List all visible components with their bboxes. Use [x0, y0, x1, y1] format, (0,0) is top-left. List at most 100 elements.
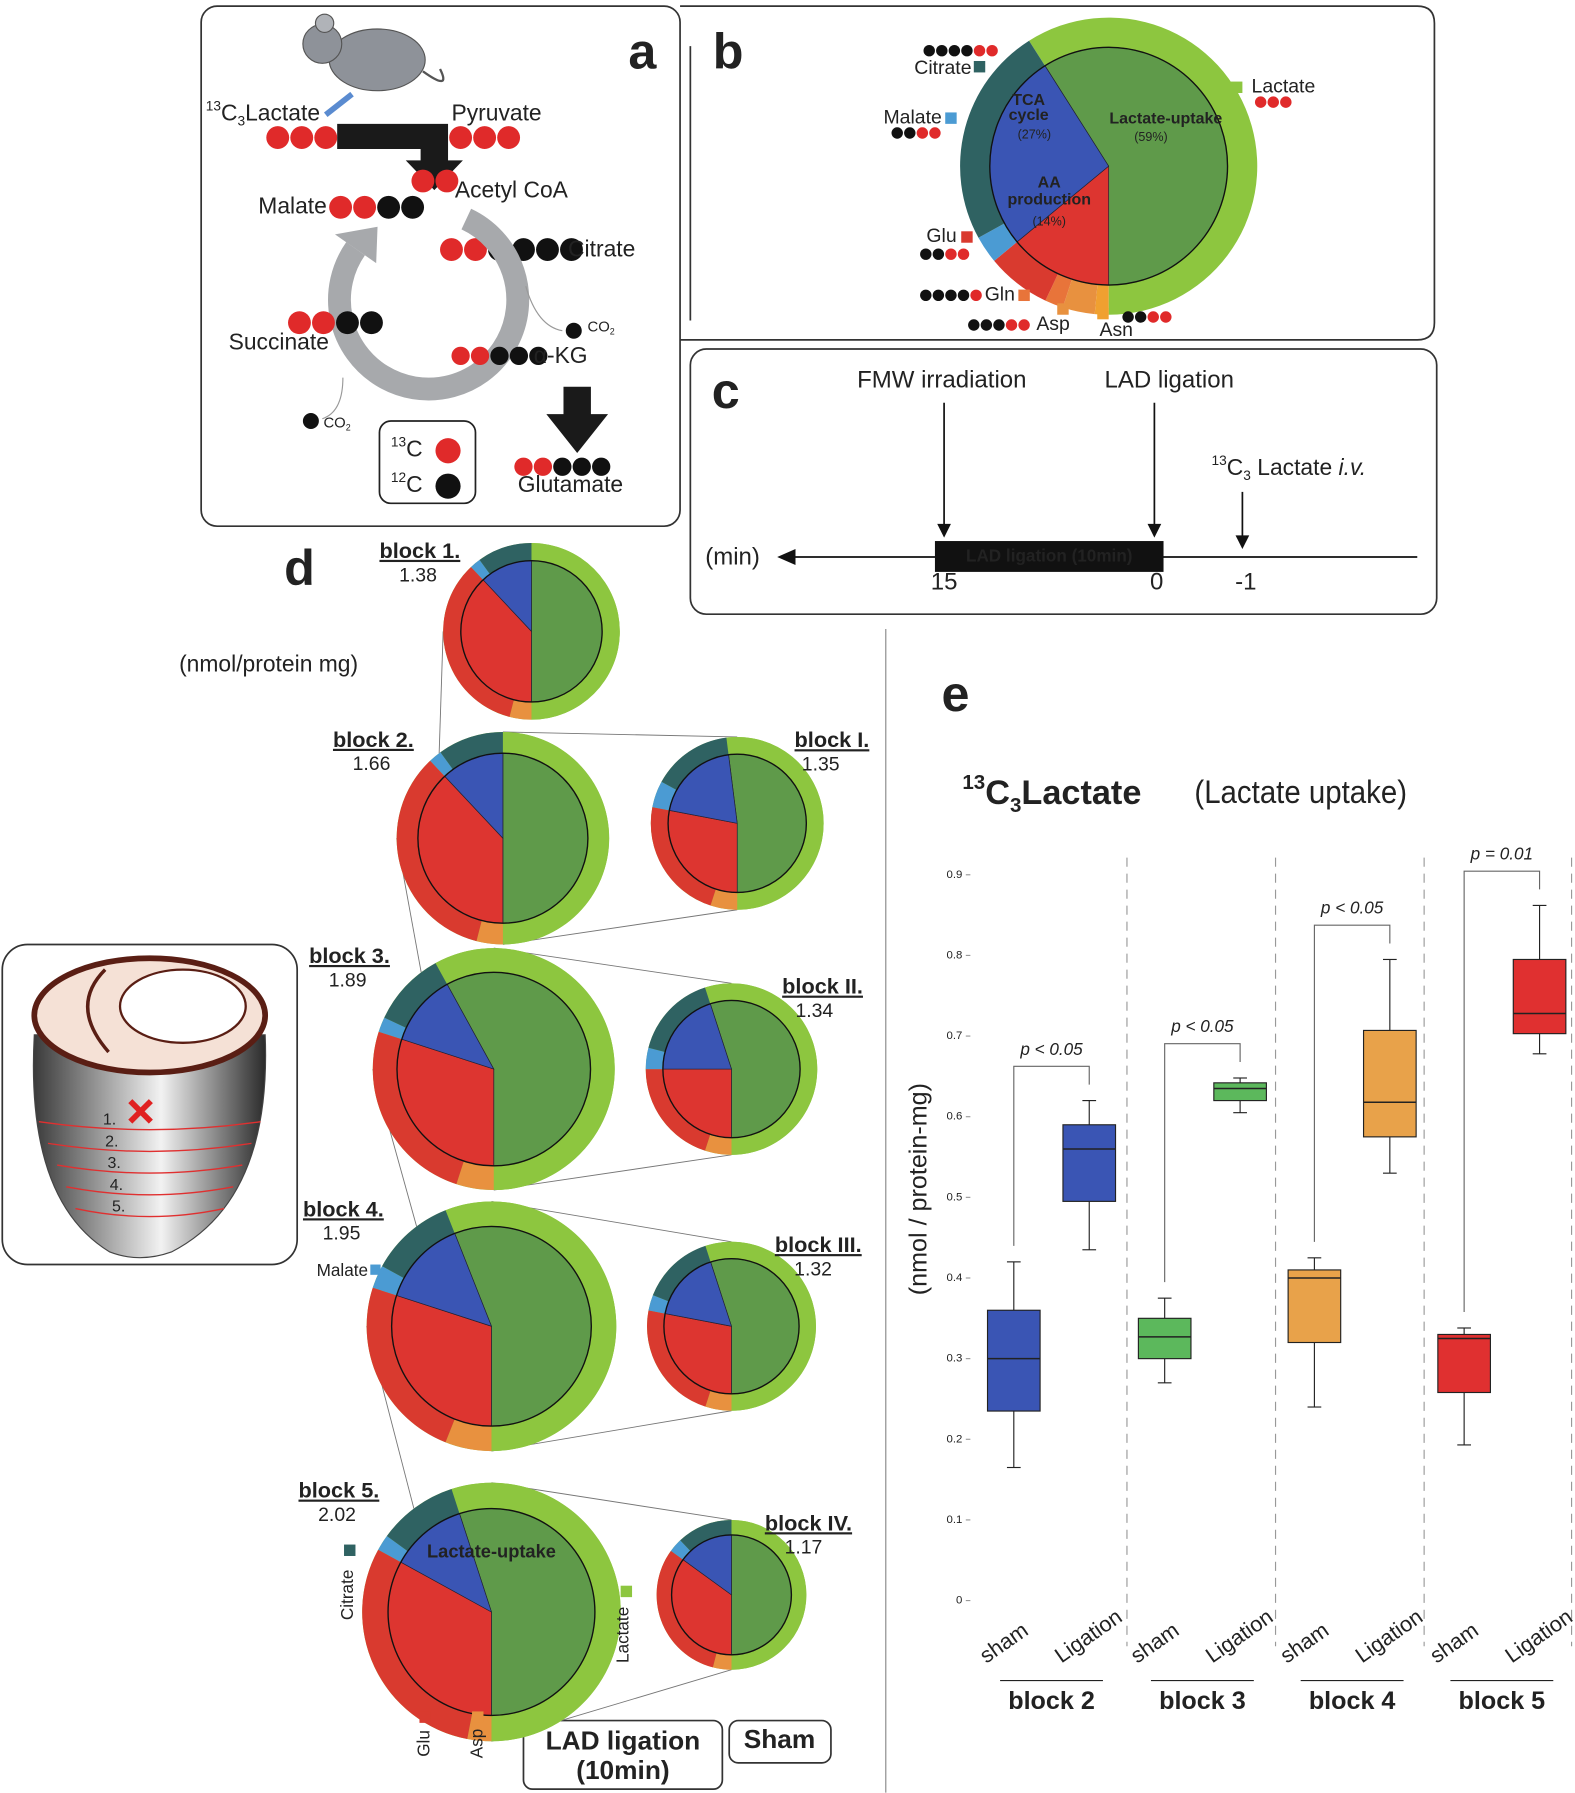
label: block 5 [1459, 1687, 1546, 1715]
inner-outline [663, 1257, 800, 1395]
heart-cavity [118, 968, 247, 1044]
carbon-dot [288, 311, 311, 335]
slice-line [66, 1186, 234, 1196]
label-line: Lactate-uptake [1109, 111, 1222, 128]
label: (14%) [1032, 214, 1066, 228]
carbon-dot [411, 169, 435, 193]
label: Citrate [914, 57, 971, 79]
label: Ligation [1201, 1604, 1278, 1668]
ring-segment [645, 1069, 711, 1151]
carbon-dot [891, 127, 903, 139]
label: 0.9 [947, 869, 963, 881]
label: (min) [705, 544, 760, 571]
label: p = 0.01 [1470, 844, 1533, 864]
heart-body [32, 1034, 267, 1259]
ring-segment [648, 1295, 669, 1314]
carbon-dot [401, 195, 425, 219]
color-key [961, 231, 973, 243]
label: Gln [985, 283, 1015, 305]
ring-segment [960, 40, 1045, 238]
label: Ligation [1050, 1604, 1127, 1668]
label: 0.4 [947, 1272, 964, 1284]
label: 0.3 [947, 1353, 963, 1365]
label: 1.89 [329, 969, 367, 991]
carbon-dot [509, 346, 529, 366]
ring-segment [680, 1519, 732, 1552]
label-part: 3 [237, 114, 245, 129]
label: 13C3Lactate [962, 771, 1141, 817]
label: block 4. [303, 1196, 384, 1221]
carbon-dot [336, 311, 359, 335]
label: 5. [112, 1199, 125, 1216]
slice-line [57, 1164, 243, 1174]
label: 0.1 [947, 1514, 963, 1526]
label: Citrate [337, 1570, 357, 1620]
inner-outline [989, 46, 1229, 286]
carbon-dot [360, 311, 383, 335]
carbon-dot [932, 289, 945, 302]
label: 3. [107, 1155, 120, 1172]
label: FMW irradiation [857, 366, 1026, 393]
label: Malate [884, 106, 942, 128]
legend-dot [435, 438, 461, 464]
carbon-dot [533, 457, 553, 476]
ring-segment [366, 1287, 455, 1443]
connector [438, 631, 444, 754]
color-key [344, 1544, 356, 1556]
carbon-dot [1267, 96, 1279, 108]
ring-segment [731, 1519, 807, 1670]
ring-segment [443, 566, 514, 717]
ring-segment [645, 1047, 666, 1070]
carbon-dot [936, 44, 948, 57]
label-line: TCA [1012, 92, 1045, 109]
slice-line [38, 1120, 261, 1131]
label-part: Lactate [245, 100, 320, 126]
ring-segment [451, 1482, 621, 1742]
inner-outline [670, 1534, 793, 1656]
label-part: 13 [391, 435, 407, 450]
label: block IV. [765, 1510, 852, 1535]
carbon-dot [560, 238, 583, 262]
label: Pyruvate [451, 100, 541, 126]
ring-segment [372, 1031, 464, 1185]
tca-cycle [328, 208, 530, 401]
label: Asp [466, 1729, 486, 1759]
inner-outline [387, 1507, 596, 1717]
carbon-dot [302, 413, 319, 430]
ring-segment [386, 1489, 460, 1552]
label: 15 [931, 569, 958, 596]
label: α-KG [534, 342, 588, 368]
label: block 2. [333, 727, 414, 752]
carbon-dot [529, 346, 548, 366]
ring-segment [670, 1540, 691, 1560]
label: 13C [391, 435, 423, 462]
carbon-dot [1160, 311, 1172, 323]
label: Acetyl CoA [455, 176, 569, 202]
label: d [284, 539, 315, 596]
heart-frame [1, 943, 299, 1266]
ring-segment [378, 1535, 408, 1563]
slice-line [75, 1207, 225, 1218]
label-part: Lactate [1251, 454, 1339, 480]
ring-segment [382, 1210, 455, 1279]
label: b [713, 23, 744, 80]
label: Lactate [1252, 75, 1316, 97]
carbon-dot [451, 346, 470, 366]
label: CO2 [587, 319, 614, 336]
label: block 3. [309, 943, 390, 968]
label: 0.5 [947, 1191, 963, 1203]
ring-segment [661, 737, 729, 791]
label: 0.6 [947, 1111, 963, 1123]
carbon-dot [464, 238, 487, 262]
ring-segment [531, 543, 620, 720]
significance-bracket [1313, 924, 1391, 1242]
inner-outline [460, 559, 603, 703]
ring-segment [994, 241, 1059, 301]
legend-dot [435, 473, 461, 499]
label: TCA cycle [1009, 92, 1049, 124]
carbon-dot [470, 346, 490, 366]
significance-bracket [1164, 1043, 1241, 1283]
label-part: 3 [1243, 468, 1251, 483]
label: Ligation [1351, 1604, 1428, 1668]
